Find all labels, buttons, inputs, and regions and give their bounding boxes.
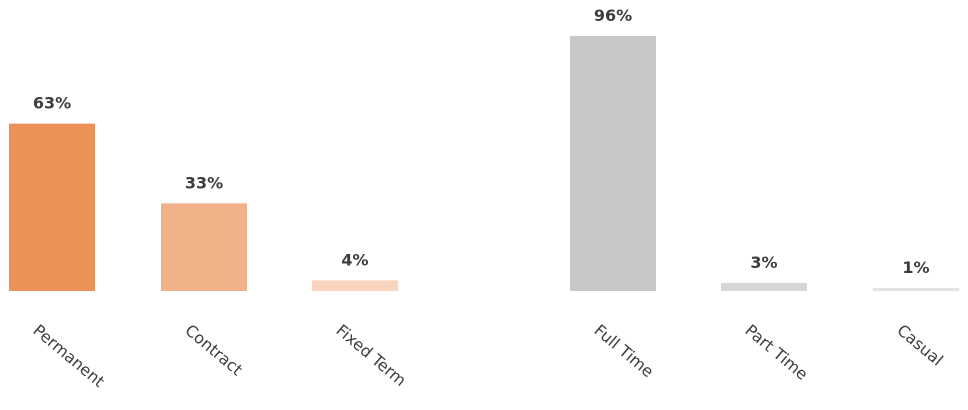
bar-casual bbox=[873, 288, 959, 291]
bar-contract bbox=[161, 203, 247, 291]
category-label-contract: Contract bbox=[181, 321, 246, 380]
category-label-casual: Casual bbox=[893, 321, 946, 370]
category-label-fixed-term: Fixed Term bbox=[332, 321, 410, 390]
category-label-full-time: Full Time bbox=[590, 321, 657, 382]
data-label-permanent: 63% bbox=[33, 94, 71, 113]
bar-full-time bbox=[570, 36, 656, 291]
category-label-permanent: Permanent bbox=[29, 321, 108, 391]
bar-part-time bbox=[721, 283, 807, 291]
data-label-contract: 33% bbox=[185, 173, 223, 192]
data-label-full-time: 96% bbox=[594, 6, 632, 25]
bar-permanent bbox=[9, 123, 95, 291]
category-label-part-time: Part Time bbox=[741, 321, 811, 384]
chart-group-1: 63% Permanent 33% Contract 4% Fixed Term bbox=[9, 94, 410, 391]
bar-fixed-term bbox=[312, 280, 398, 291]
data-label-part-time: 3% bbox=[750, 253, 777, 272]
data-label-fixed-term: 4% bbox=[341, 250, 368, 269]
data-label-casual: 1% bbox=[902, 258, 929, 277]
chart-group-2: 96% Full Time 3% Part Time 1% Casual bbox=[570, 6, 959, 384]
